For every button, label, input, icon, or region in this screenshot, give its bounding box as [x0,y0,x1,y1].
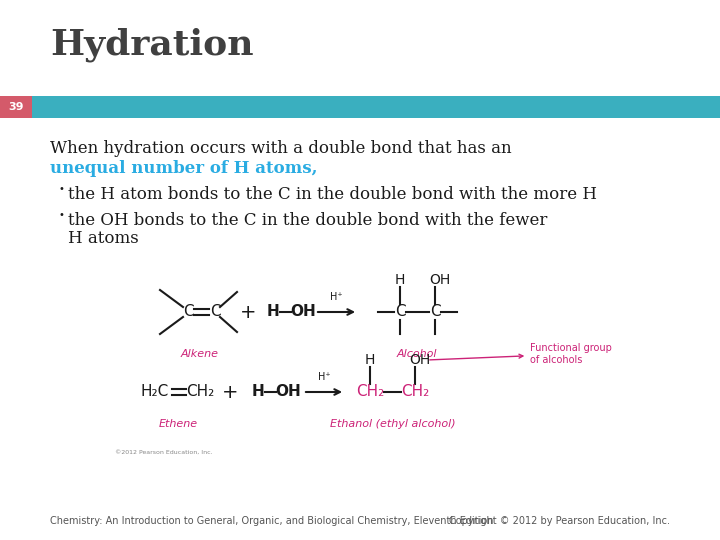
Text: Alkene: Alkene [181,349,219,359]
Text: C: C [183,305,193,320]
Text: CH₂: CH₂ [356,384,384,400]
Text: H: H [365,353,375,367]
Bar [0,96,32,118]
Text: Functional group
of alcohols: Functional group of alcohols [430,343,612,365]
Text: Copyright © 2012 by Pearson Education, Inc.: Copyright © 2012 by Pearson Education, I… [449,516,670,526]
Text: unequal number of H atoms,: unequal number of H atoms, [50,160,318,177]
Text: CH₂: CH₂ [401,384,429,400]
Text: 39: 39 [8,102,24,112]
Text: •: • [58,210,64,220]
Text: +: + [240,302,256,321]
Text: +: + [222,382,238,402]
Bar [0,96,720,118]
Text: Ethanol (ethyl alcohol): Ethanol (ethyl alcohol) [330,419,456,429]
Text: Chemistry: An Introduction to General, Organic, and Biological Chemistry, Eleven: Chemistry: An Introduction to General, O… [50,516,493,526]
Text: CH₂: CH₂ [186,384,214,400]
Text: Hydration: Hydration [50,28,253,63]
Text: C: C [210,305,220,320]
Text: H: H [266,305,279,320]
Text: ©2012 Pearson Education, Inc.: ©2012 Pearson Education, Inc. [115,450,212,455]
Text: H atoms: H atoms [68,230,139,247]
Text: the H atom bonds to the C in the double bond with the more H: the H atom bonds to the C in the double … [68,186,597,203]
Text: •: • [58,184,64,194]
Text: OH: OH [410,353,431,367]
Text: C: C [430,305,441,320]
Text: H₂C: H₂C [141,384,169,400]
Text: the OH bonds to the C in the double bond with the fewer: the OH bonds to the C in the double bond… [68,212,547,229]
Text: H: H [395,273,405,287]
Text: H⁺: H⁺ [330,292,343,302]
Text: When hydration occurs with a double bond that has an: When hydration occurs with a double bond… [50,140,512,157]
Text: Ethene: Ethene [158,419,197,429]
Text: Alcohol: Alcohol [397,349,437,359]
Text: C: C [395,305,405,320]
Text: OH: OH [429,273,451,287]
Text: H: H [251,384,264,400]
Text: OH: OH [275,384,301,400]
Text: H⁺: H⁺ [318,372,330,382]
Text: OH: OH [290,305,316,320]
